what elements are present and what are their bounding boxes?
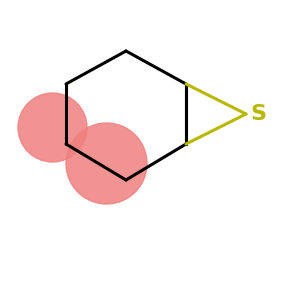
Text: S: S — [250, 104, 266, 124]
Circle shape — [18, 93, 87, 162]
Circle shape — [66, 123, 147, 204]
